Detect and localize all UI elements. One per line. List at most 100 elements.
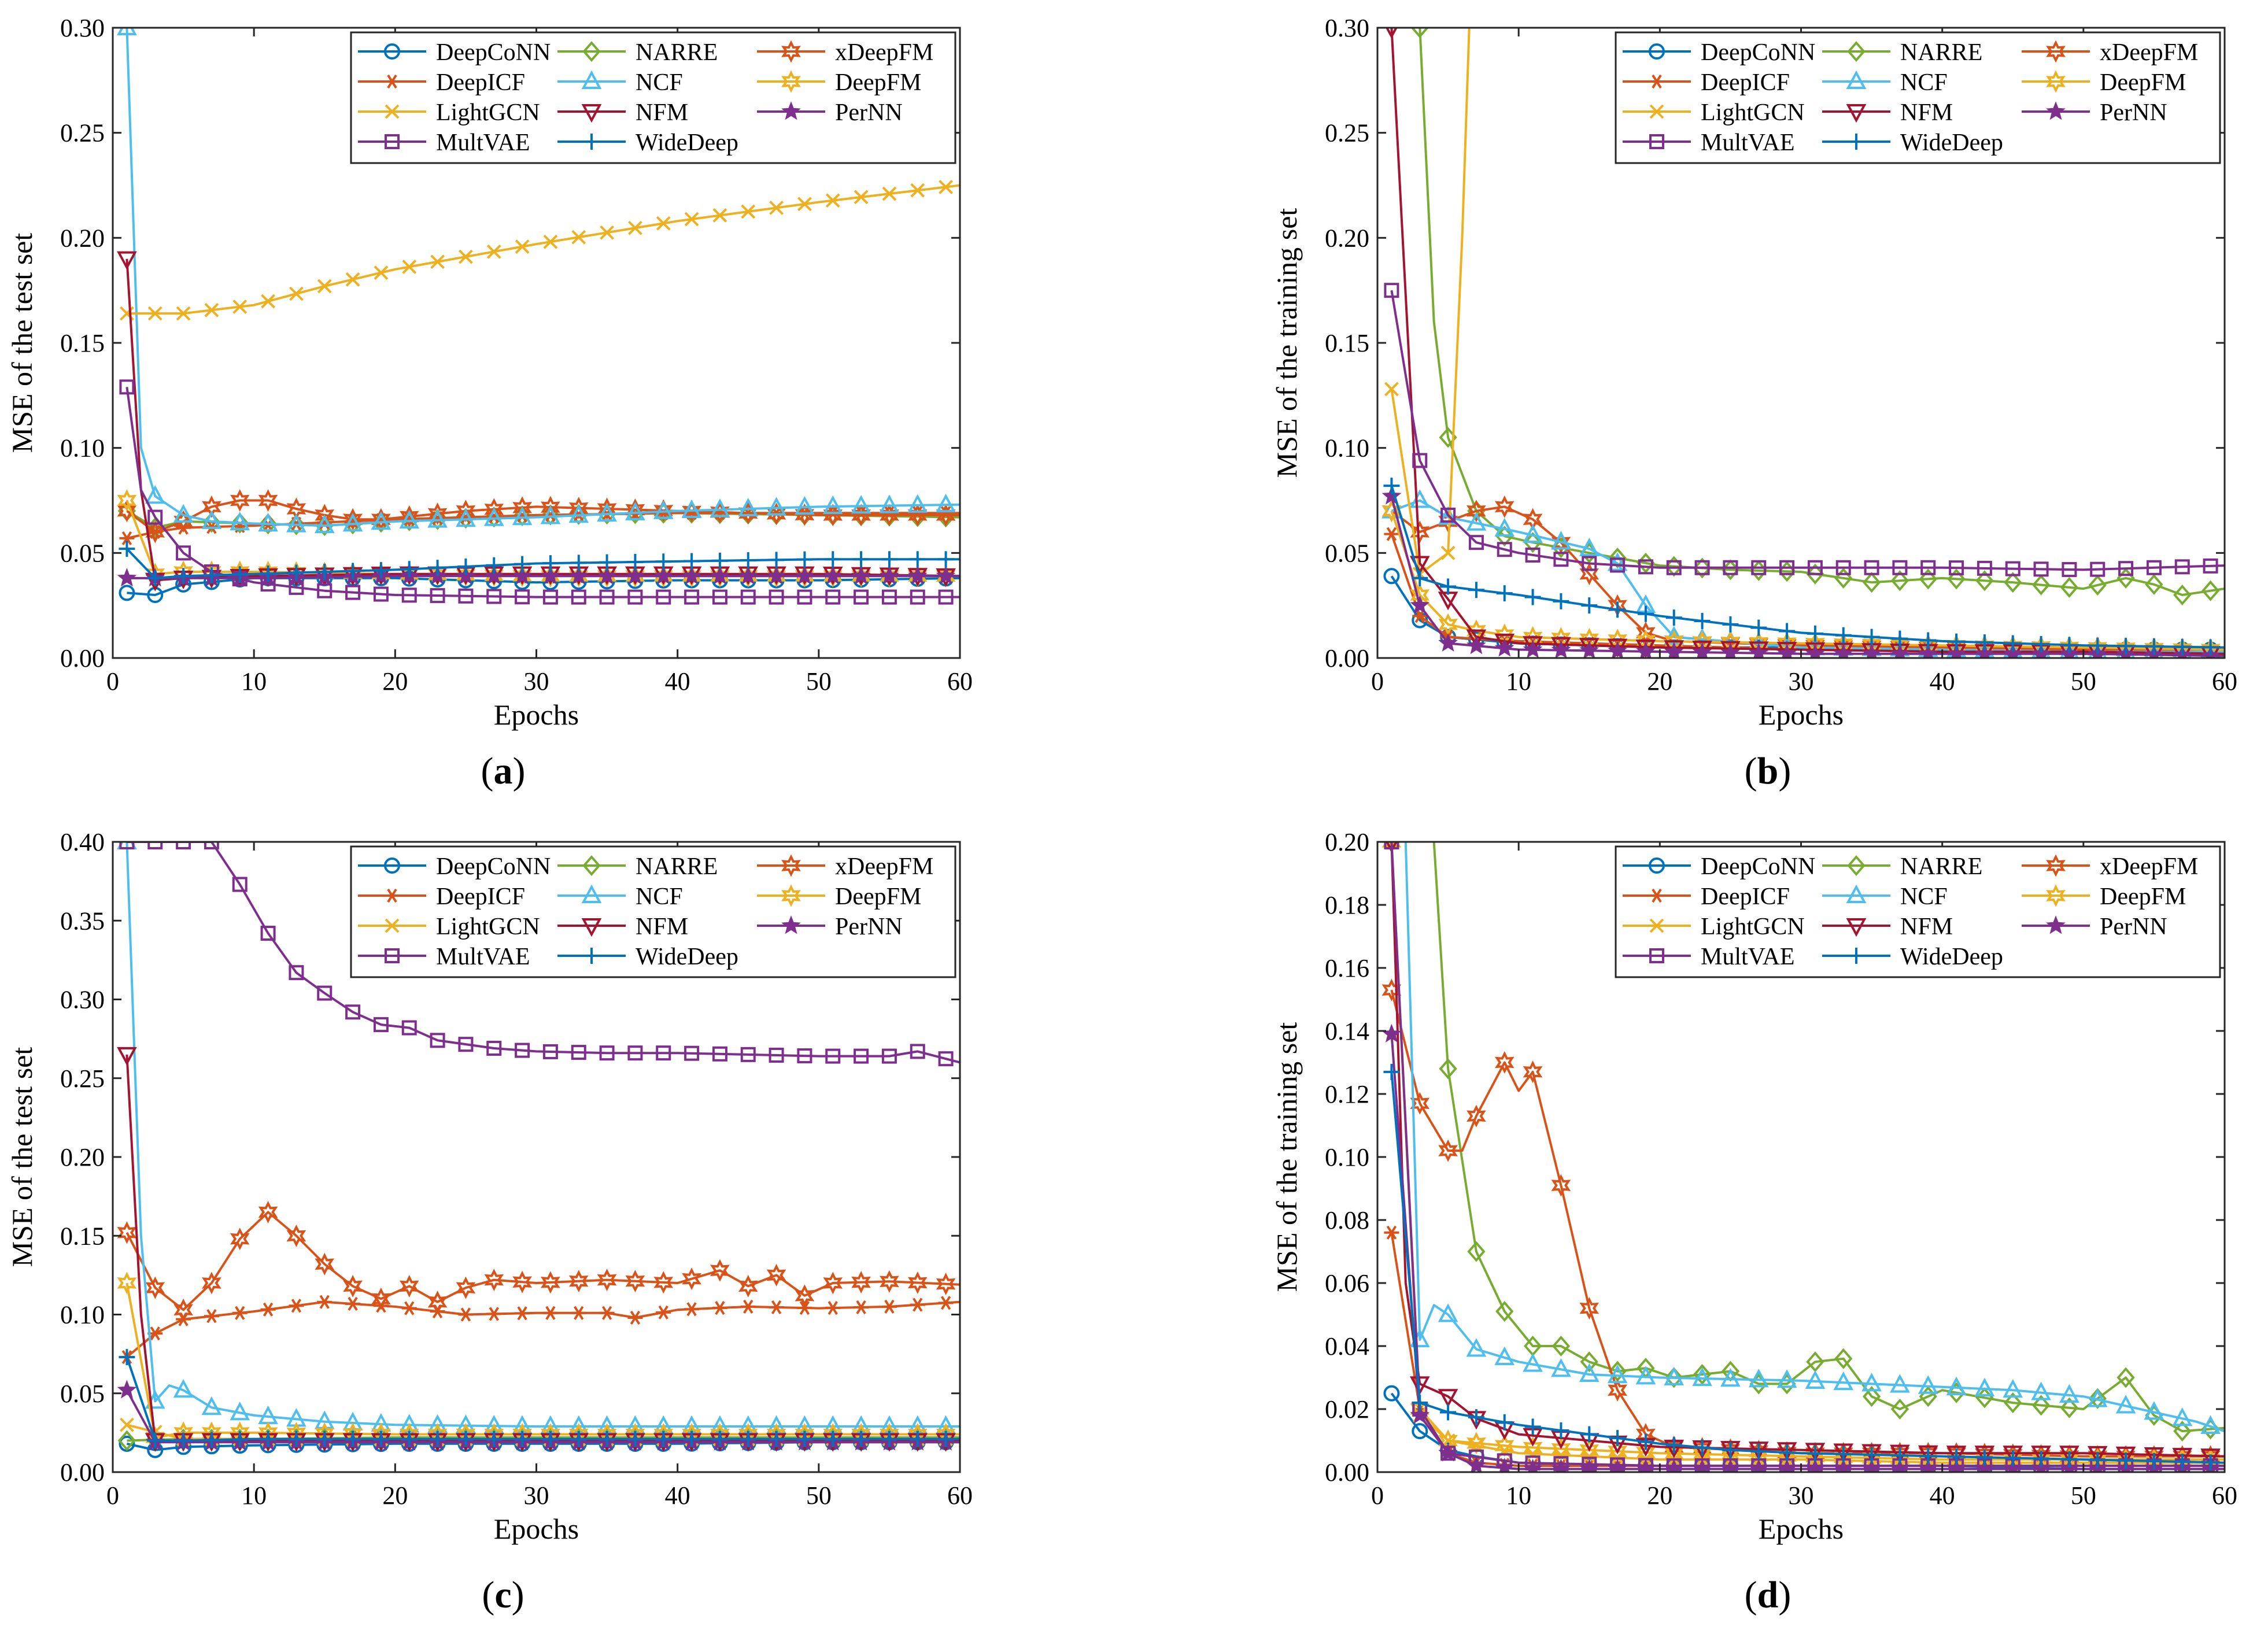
legend-label: NFM: [1900, 914, 1953, 940]
legend-entry-lightgcn: LightGCN: [1623, 914, 1805, 940]
series-multvae: [1384, 283, 2225, 578]
y-tick-label: 0.30: [1325, 14, 1369, 42]
data-point: [374, 265, 389, 280]
y-tick-label: 0.15: [60, 1222, 105, 1250]
data-point: [483, 507, 504, 526]
data-point: [768, 1430, 785, 1447]
data-point: [401, 587, 417, 603]
data-point: [1553, 1456, 1569, 1472]
legend-label: DeepICF: [436, 69, 525, 96]
data-point: [1467, 635, 1486, 655]
data-point: [2145, 574, 2163, 595]
legend-entry-xdeepfm: xDeepFM: [757, 853, 933, 880]
data-point: [936, 493, 956, 513]
y-tick-label: 0.05: [60, 1380, 105, 1408]
data-point: [1863, 1447, 1880, 1463]
data-point: [120, 1417, 134, 1432]
data-point: [796, 1430, 813, 1447]
legend-label: xDeepFM: [2100, 853, 2198, 880]
data-point: [342, 1411, 363, 1430]
data-point: [459, 249, 473, 264]
legend-label: NFM: [636, 914, 688, 940]
legend-label: LightGCN: [1701, 99, 1805, 126]
legend-label: DeepICF: [1701, 883, 1790, 910]
data-point: [656, 216, 671, 231]
data-point: [2203, 558, 2218, 574]
data-point: [2003, 1446, 2023, 1465]
x-tick-label: 10: [241, 1481, 267, 1510]
data-point: [1665, 1367, 1683, 1388]
data-point: [1649, 857, 1665, 874]
y-tick-label: 0.20: [60, 1143, 105, 1171]
data-point: [939, 179, 953, 194]
data-point: [1864, 560, 1879, 575]
data-point: [1834, 1348, 1853, 1369]
y-axis-label: MSE of the training set: [1270, 208, 1303, 478]
data-point: [316, 1430, 333, 1447]
x-tick-label: 30: [1789, 1481, 1814, 1510]
data-point: [1581, 1426, 1598, 1443]
data-point: [486, 509, 502, 524]
data-point: [399, 505, 419, 528]
data-point: [656, 589, 671, 605]
data-point: [1890, 1374, 1910, 1393]
data-point: [1807, 625, 1823, 642]
data-point: [1635, 1366, 1656, 1385]
legend-label: LightGCN: [436, 99, 540, 126]
data-point: [345, 272, 360, 287]
data-point: [2172, 1407, 2193, 1426]
data-point: [371, 1413, 391, 1432]
data-point: [147, 842, 163, 849]
data-point: [597, 497, 617, 520]
data-point: [203, 567, 220, 583]
data-point: [797, 1300, 812, 1315]
legend-label: DeepCoNN: [1701, 853, 1815, 880]
data-point: [797, 197, 812, 212]
data-point: [373, 586, 389, 602]
panel-b: 0 10 20 30 40 50 60 0.00 0.05 0.10 0.15 0.20 0.25 0.3…: [1270, 14, 2237, 792]
data-point: [910, 1297, 925, 1312]
y-tick-label: 0.05: [60, 539, 105, 567]
data-point: [314, 514, 335, 534]
data-point: [486, 589, 502, 604]
data-point: [881, 589, 897, 605]
legend-entry-lightgcn: LightGCN: [1623, 99, 1805, 126]
data-point: [1946, 1446, 1967, 1465]
legend-entry-widedeep: WideDeep: [557, 130, 738, 156]
data-point: [2046, 40, 2066, 63]
data-point: [881, 1430, 897, 1447]
data-point: [582, 40, 601, 62]
data-point: [1553, 1422, 1569, 1439]
data-point: [1862, 1386, 1881, 1407]
data-point: [881, 1048, 897, 1064]
panel-label: (b): [1745, 750, 1792, 792]
series-line: [1390, 28, 1471, 575]
data-point: [712, 589, 727, 605]
data-point: [1468, 1449, 1484, 1465]
data-point: [1383, 1063, 1400, 1080]
data-point: [907, 1271, 928, 1295]
data-point: [147, 570, 164, 586]
data-point: [2087, 1446, 2108, 1465]
data-point: [1607, 1365, 1628, 1384]
data-point: [823, 565, 843, 585]
data-point: [2118, 1452, 2134, 1469]
data-point: [655, 553, 672, 570]
y-tick-label: 0.30: [60, 14, 105, 42]
data-point: [1494, 517, 1515, 537]
data-point: [627, 1310, 643, 1325]
series-line: [127, 842, 960, 1064]
legend-entry-pernn: PerNN: [757, 914, 903, 940]
data-point: [655, 1430, 672, 1447]
data-point: [373, 513, 389, 527]
data-point: [430, 588, 445, 604]
legend-entry-deepconn: DeepCoNN: [1623, 853, 1815, 880]
data-point: [1751, 1458, 1767, 1472]
data-point: [1835, 1446, 1852, 1462]
x-tick-label: 10: [1506, 1481, 1531, 1510]
data-point: [1579, 1363, 1600, 1382]
data-point: [795, 565, 815, 585]
legend-entry-nfm: NFM: [557, 914, 688, 940]
data-point: [781, 40, 801, 63]
data-point: [1779, 1444, 1796, 1461]
